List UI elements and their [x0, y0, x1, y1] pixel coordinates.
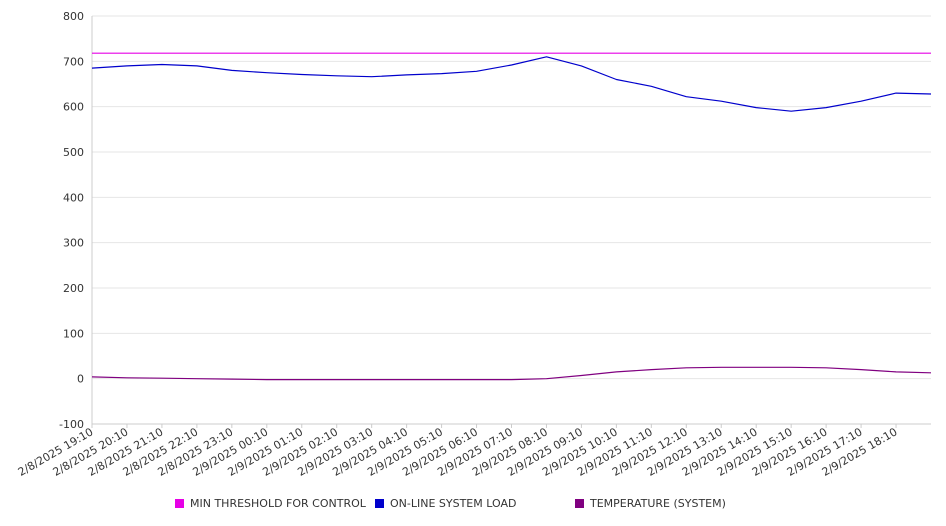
- series-line-2: [91, 56, 932, 112]
- legend-item-temperature: TEMPERATURE (SYSTEM): [575, 497, 726, 510]
- series-line-3: [91, 366, 932, 381]
- grid-lines: [92, 15, 931, 425]
- legend-label-temperature: TEMPERATURE (SYSTEM): [590, 497, 726, 510]
- chart-legend: MIN THRESHOLD FOR CONTROL ON-LINE SYSTEM…: [0, 497, 946, 515]
- y-tick-label: 300: [63, 237, 84, 250]
- legend-swatch-temperature: [575, 499, 584, 508]
- legend-label-min-threshold: MIN THRESHOLD FOR CONTROL: [190, 497, 366, 510]
- legend-label-system-load: ON-LINE SYSTEM LOAD: [390, 497, 517, 510]
- y-tick-label: 200: [63, 282, 84, 295]
- y-tick-label: 700: [63, 55, 84, 68]
- legend-swatch-system-load: [375, 499, 384, 508]
- x-tick-labels: 2/8/2025 19:102/8/2025 20:102/8/2025 21:…: [16, 425, 900, 479]
- y-tick-labels: 800 700 600 500 400 300 200 100 0 -100: [59, 10, 84, 431]
- axes: [91, 16, 931, 428]
- series-lines: [91, 52, 932, 381]
- legend-item-min-threshold: MIN THRESHOLD FOR CONTROL: [175, 497, 366, 510]
- y-tick-label: 100: [63, 327, 84, 340]
- legend-item-system-load: ON-LINE SYSTEM LOAD: [375, 497, 516, 510]
- y-tick-label: 600: [63, 101, 84, 114]
- y-tick-label: -100: [59, 418, 84, 431]
- y-tick-label: 400: [63, 191, 84, 204]
- y-tick-label: 0: [77, 373, 84, 386]
- legend-swatch-min-threshold: [175, 499, 184, 508]
- y-tick-label: 800: [63, 10, 84, 23]
- y-tick-label: 500: [63, 146, 84, 159]
